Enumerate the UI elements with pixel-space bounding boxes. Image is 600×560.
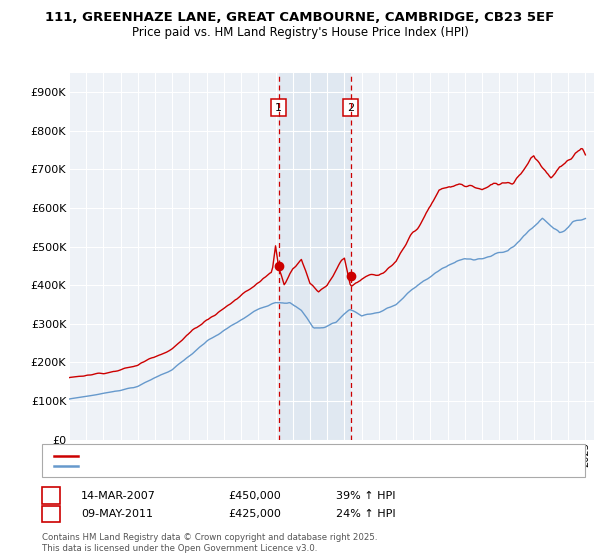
Text: 111, GREENHAZE LANE, GREAT CAMBOURNE, CAMBRIDGE, CB23 5EF: 111, GREENHAZE LANE, GREAT CAMBOURNE, CA… bbox=[46, 11, 554, 24]
Bar bbox=[279, 73, 350, 440]
Text: 2: 2 bbox=[47, 507, 55, 521]
Text: Contains HM Land Registry data © Crown copyright and database right 2025.
This d: Contains HM Land Registry data © Crown c… bbox=[42, 533, 377, 553]
Text: 14-MAR-2007: 14-MAR-2007 bbox=[81, 491, 156, 501]
Text: £425,000: £425,000 bbox=[228, 509, 281, 519]
Text: Price paid vs. HM Land Registry's House Price Index (HPI): Price paid vs. HM Land Registry's House … bbox=[131, 26, 469, 39]
Text: 09-MAY-2011: 09-MAY-2011 bbox=[81, 509, 153, 519]
Text: 111, GREENHAZE LANE, GREAT CAMBOURNE, CAMBRIDGE, CB23 5EF (detached house): 111, GREENHAZE LANE, GREAT CAMBOURNE, CA… bbox=[81, 451, 494, 460]
Text: 24% ↑ HPI: 24% ↑ HPI bbox=[336, 509, 395, 519]
Text: 2: 2 bbox=[347, 102, 354, 113]
Text: £450,000: £450,000 bbox=[228, 491, 281, 501]
Text: HPI: Average price, detached house, South Cambridgeshire: HPI: Average price, detached house, Sout… bbox=[81, 461, 363, 470]
Text: 1: 1 bbox=[47, 489, 55, 502]
Text: 39% ↑ HPI: 39% ↑ HPI bbox=[336, 491, 395, 501]
Text: 1: 1 bbox=[275, 102, 283, 113]
